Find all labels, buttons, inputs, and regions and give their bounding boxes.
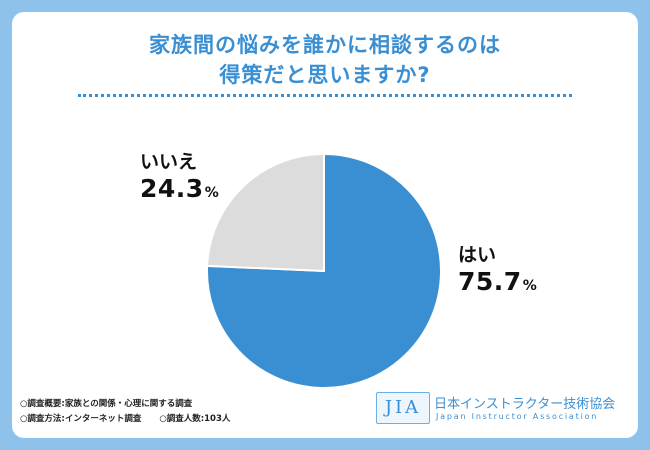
logo-mark: JIA	[376, 392, 430, 424]
survey-notes: ○調査概要:家族との関係・心理に関する調査 ○調査方法:インターネット調査 ○調査…	[20, 397, 230, 427]
slice-label-no: いいえ	[140, 151, 198, 173]
logo-name-en: Japan Instructor Association	[436, 412, 599, 421]
survey-count: ○調査人数:103人	[159, 414, 231, 424]
logo-name-jp: 日本インストラクター技術協会	[434, 397, 616, 412]
jia-logo: JIA 日本インストラクター技術協会 Japan Instructor Asso…	[376, 392, 616, 426]
survey-overview: ○調査概要:家族との関係・心理に関する調査	[20, 399, 193, 409]
slice-value-no: 24.3%	[140, 174, 220, 203]
chart-title: 家族間の悩みを誰かに相談するのは 得策だと思いますか?	[12, 30, 638, 90]
label-yes: はい 75.7%	[458, 243, 537, 301]
pie-slice-no	[206, 152, 325, 273]
title-line-1: 家族間の悩みを誰かに相談するのは	[149, 33, 501, 57]
survey-method: ○調査方法:インターネット調査	[20, 414, 142, 424]
slice-label-yes: はい	[458, 244, 497, 266]
title-divider	[78, 94, 572, 97]
survey-method-row: ○調査方法:インターネット調査 ○調査人数:103人	[20, 412, 230, 427]
title-line-2: 得策だと思いますか?	[219, 63, 431, 87]
slice-value-yes: 75.7%	[458, 267, 538, 296]
label-no: いいえ 24.3%	[140, 150, 219, 208]
